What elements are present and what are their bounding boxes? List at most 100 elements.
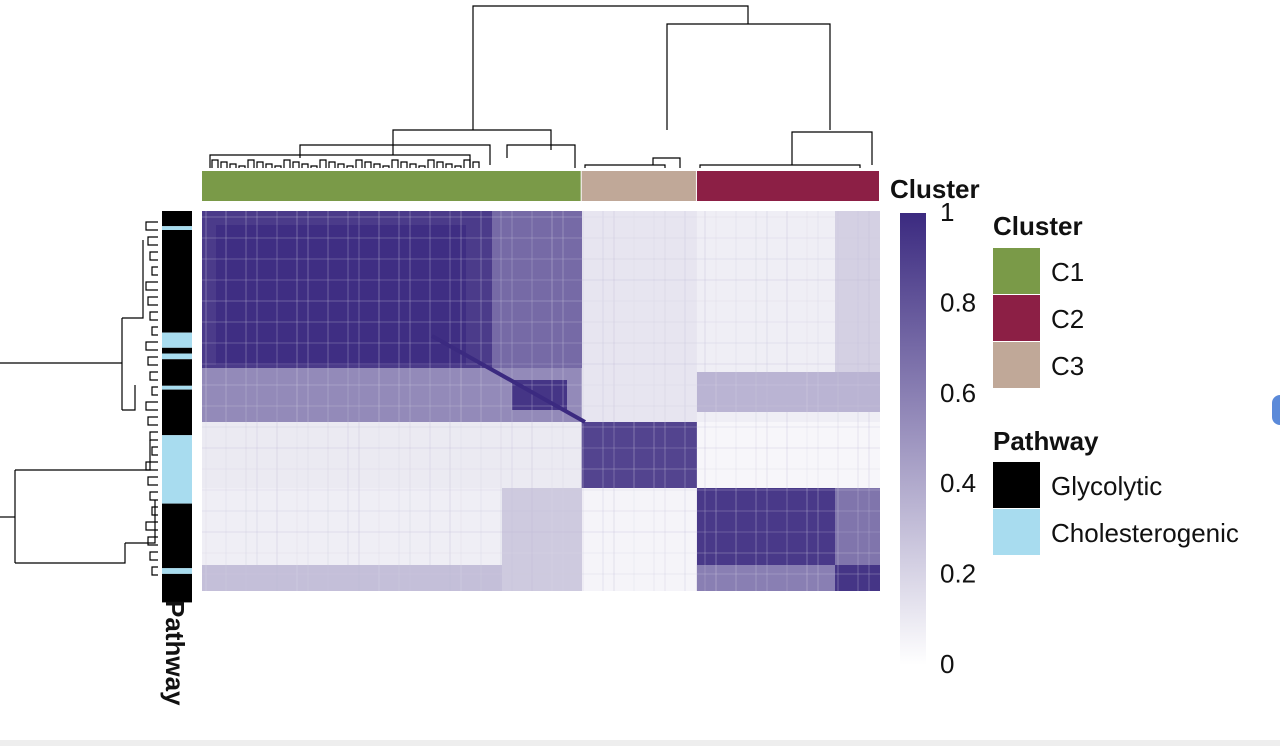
color-scale-bar: 1 0.8 0.6 0.4 0.2 0 <box>900 197 976 679</box>
legend-swatch-c1 <box>993 248 1040 294</box>
heat-subblock <box>502 488 582 591</box>
dendro-leaf <box>373 163 381 168</box>
dendro-leaf <box>238 165 246 168</box>
dendro-leaf <box>310 165 318 168</box>
heat-subblock <box>216 225 466 365</box>
heat-block-c3-c3 <box>581 422 697 488</box>
colorbar-tick-label: 0.4 <box>940 468 976 498</box>
legend-swatch-cholesterogenic <box>993 509 1040 555</box>
dendro-leaf <box>211 159 219 168</box>
dendro-leaf <box>463 159 471 168</box>
pathway-bar-cholesterogenic <box>162 435 192 504</box>
legend-swatch-glycolytic <box>993 462 1040 508</box>
dendro-leaf <box>229 163 237 168</box>
dendro-leaf <box>145 521 158 531</box>
pathway-bar-glycolytic <box>162 230 192 333</box>
colorbar-tick-label: 0 <box>940 649 954 679</box>
dendro-branch <box>15 543 126 564</box>
dendro-leaf <box>256 161 264 168</box>
dendro-leaf <box>151 266 158 276</box>
dendro-leaf <box>149 251 158 261</box>
dendro-branch <box>666 23 831 130</box>
dendro-leaf <box>145 461 158 471</box>
legend-panel: Cluster C1 C2 C3 Pathway Glycolytic Cholestero… <box>993 211 1239 555</box>
dendro-leaf <box>301 163 309 168</box>
dendro-branch <box>506 144 576 168</box>
legend-swatch-c2 <box>993 295 1040 341</box>
dendro-leaf <box>149 491 158 501</box>
pathway-bar-cholesterogenic <box>162 568 192 574</box>
heat-block-c3-c2 <box>696 422 880 488</box>
dendro-leaf <box>364 161 372 168</box>
dendro-leaf <box>151 446 158 456</box>
legend-label-c3: C3 <box>1051 351 1084 381</box>
annotation-titles: Cluster Pathway <box>160 174 980 706</box>
dendro-leaf <box>319 159 327 168</box>
dendro-branch <box>125 500 156 544</box>
pathway-annotation-bar <box>162 211 192 603</box>
dendro-leaf <box>427 159 435 168</box>
dendro-leaf <box>454 165 462 168</box>
dendro-leaf <box>145 401 158 411</box>
legend-title-pathway: Pathway <box>993 426 1099 456</box>
dendro-leaf <box>151 566 158 576</box>
dendro-branch <box>122 240 144 319</box>
color-scale-gradient <box>900 213 926 665</box>
dendro-leaf <box>147 236 158 246</box>
dendro-leaf <box>147 356 158 366</box>
pathway-bar-glycolytic <box>162 503 192 569</box>
dendro-leaf <box>436 161 444 168</box>
cluster-annotation-bar <box>202 171 879 201</box>
heat-subblock <box>696 565 835 591</box>
dendro-branch <box>122 385 136 411</box>
dendro-leaf <box>382 165 390 168</box>
dendro-leaf <box>265 163 273 168</box>
window-bottom-edge <box>0 740 1280 746</box>
dendro-leaf <box>346 165 354 168</box>
dendro-branch <box>699 164 861 168</box>
dendro-branch <box>791 131 873 165</box>
dendro-leaf <box>147 296 158 306</box>
dendro-leaf <box>337 163 345 168</box>
cluster-bar-c1 <box>202 171 581 201</box>
dendro-leaf <box>247 159 255 168</box>
dendro-leaf <box>149 431 158 441</box>
legend-label-cholesterogenic: Cholesterogenic <box>1051 518 1239 548</box>
colorbar-tick-label: 0.6 <box>940 378 976 408</box>
colorbar-tick-label: 0.2 <box>940 559 976 589</box>
pathway-annotation-label: Pathway <box>160 600 190 706</box>
heatmap-body <box>202 211 880 591</box>
legend-swatch-c3 <box>993 342 1040 388</box>
pathway-bar-cholesterogenic <box>162 226 192 230</box>
heat-block-c1-c3 <box>581 211 697 422</box>
colorbar-tick-label: 0.8 <box>940 287 976 317</box>
pathway-bar-cholesterogenic <box>162 385 192 390</box>
dendro-branch <box>584 164 666 168</box>
legend-title-cluster: Cluster <box>993 211 1083 241</box>
dendro-leaf <box>283 159 291 168</box>
dendro-leaf <box>149 311 158 321</box>
cluster-bar-c2 <box>696 171 879 201</box>
dendro-leaf <box>409 163 417 168</box>
heat-diagonal <box>431 334 586 424</box>
dendro-branch <box>472 5 749 130</box>
pathway-bar-cholesterogenic <box>162 353 192 360</box>
pathway-bar-glycolytic <box>162 573 192 603</box>
pathway-bar-glycolytic <box>162 347 192 354</box>
colorbar-tick-label: 1 <box>940 197 954 227</box>
dendro-leaf <box>220 161 228 168</box>
dendro-leaf <box>151 506 158 516</box>
cluster-annotation-label: Cluster <box>890 174 980 204</box>
dendro-leaf <box>292 161 300 168</box>
dendro-leaf <box>400 161 408 168</box>
dendro-branch <box>392 129 552 155</box>
dendro-branch <box>652 157 681 168</box>
pathway-bar-glycolytic <box>162 389 192 436</box>
row-dendrogram <box>0 221 158 576</box>
dendro-leaf <box>149 371 158 381</box>
scroll-handle[interactable] <box>1272 395 1280 425</box>
dendro-branch <box>15 440 151 471</box>
pathway-bar-glycolytic <box>162 359 192 386</box>
dendro-leaf <box>328 161 336 168</box>
